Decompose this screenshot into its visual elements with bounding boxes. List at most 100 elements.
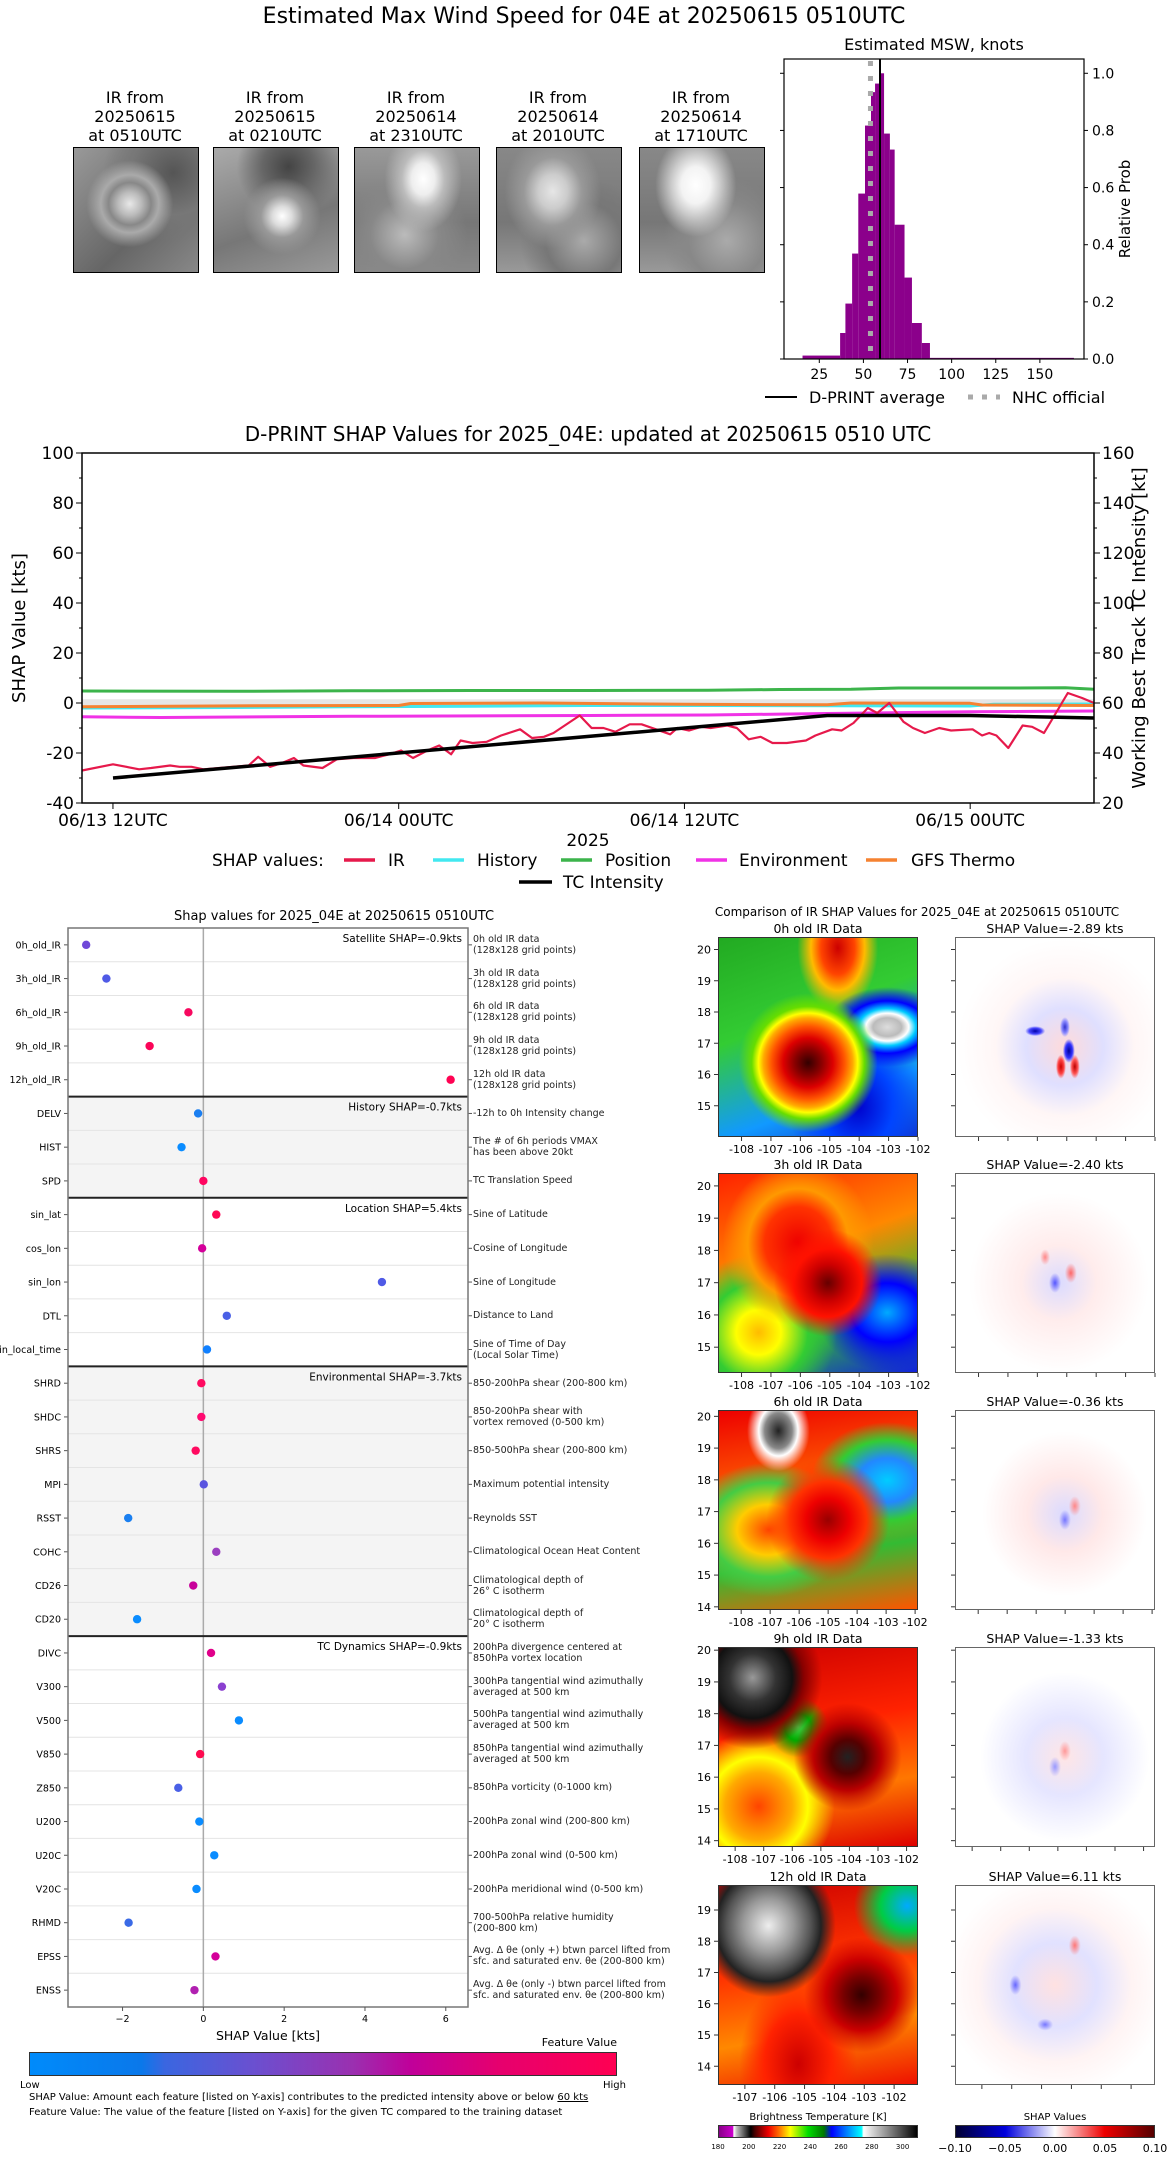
x-tick-label: 06/14 12UTC [630, 811, 740, 831]
lon-tick-label: -106 [787, 1616, 812, 1629]
ir-panel-title: 3h old IR Data [773, 1157, 862, 1172]
thumbnail-label-line: 20250614 [375, 107, 457, 126]
bt-colorbar-tick: 260 [834, 2143, 847, 2151]
bt-colorbar-tick: 200 [742, 2143, 755, 2151]
ir-panel-title: 6h old IR Data [773, 1394, 862, 1409]
lat-tick-label: 19 [697, 1904, 711, 1917]
ir-thumbnail-image [213, 147, 339, 273]
ir-comparison-title: Comparison of IR SHAP Values for 2025_04… [715, 905, 1119, 919]
thumbnail-label: IR from 20250615 at 0510UTC [60, 88, 210, 145]
feature-description: 850-200hPa shear with vortex removed (0-5… [473, 1406, 604, 1428]
lon-tick-label: -103 [876, 1379, 901, 1392]
feature-description-line: Sine of Time of Day [473, 1338, 566, 1350]
histogram-title: Estimated MSW, knots [844, 35, 1024, 54]
colorbar-low-label: Low [20, 2080, 40, 2091]
feature-description-line: Sine of Latitude [473, 1209, 548, 1221]
histogram-bar [840, 333, 846, 359]
footnote-shap-text: SHAP Value: Amount each feature [listed … [29, 2092, 558, 2103]
lon-tick-label: -107 [732, 2091, 757, 2104]
lon-tick-label: -106 [788, 1143, 813, 1156]
group-background [68, 1096, 468, 1198]
lon-tick-label: -108 [729, 1143, 754, 1156]
y2-tick-label: 120 [1102, 544, 1134, 564]
lon-tick-label: -107 [758, 1143, 783, 1156]
lon-tick-label: -105 [792, 2091, 817, 2104]
histogram-bar [845, 303, 853, 359]
feature-description: 6h old IR data (128x128 grid points) [473, 1001, 576, 1023]
lon-tick-label: -106 [762, 2091, 787, 2104]
thumbnail-label-line: 20250615 [234, 107, 316, 126]
feature-description-line: Sine of Longitude [473, 1276, 556, 1288]
lon-tick-label: -103 [876, 1143, 901, 1156]
shap-dot-9h_old_IR [145, 1041, 154, 1051]
shap-values-colorbar [955, 2125, 1155, 2138]
feature-label: CD26 [35, 1581, 61, 1592]
histogram-bar [884, 133, 890, 359]
feature-description-line: TC Translation Speed [473, 1175, 573, 1187]
feature-description-line: Avg. Δ θe (only -) btwn parcel lifted fr… [473, 1979, 666, 1991]
feature-description-line: Climatological depth of [473, 1574, 584, 1586]
feature-description-line: averaged at 500 km [473, 1720, 570, 1732]
x-tick-label: 0 [200, 2014, 206, 2025]
lat-tick-label: 17 [697, 1967, 711, 1980]
thumbnail-label-line: at 0510UTC [88, 126, 182, 145]
thumbnail-label-line: at 2010UTC [511, 126, 605, 145]
lat-tick-label: 20 [697, 1644, 711, 1657]
feature-description: 3h old IR data (128x128 grid points) [473, 968, 576, 990]
feature-label: DELV [37, 1109, 62, 1120]
feature-description: 850hPa tangential wind azimuthally averag… [473, 1743, 643, 1765]
feature-description-line: The # of 6h periods VMAX [473, 1136, 598, 1148]
bt-colorbar-tick: 240 [804, 2143, 817, 2151]
feature-description-line: -12h to 0h Intensity change [473, 1108, 605, 1119]
feature-description-line: (128x128 grid points) [473, 1046, 577, 1057]
histogram-chart [780, 58, 1088, 363]
feature-description-line: (128x128 grid points) [473, 978, 577, 990]
y-tick-label: 0.6 [1092, 181, 1114, 197]
shap-panel-title: SHAP Value=6.11 kts [989, 1869, 1122, 1884]
ir-image [718, 1647, 918, 1847]
footnote-shap: SHAP Value: Amount each feature [listed … [29, 2092, 588, 2103]
lat-tick-label: 19 [697, 975, 711, 988]
y2-tick-label: 80 [1102, 644, 1124, 664]
thumbnail-label-line: at 0210UTC [228, 126, 322, 145]
feature-label: sin_lat [30, 1210, 61, 1221]
feature-description-line: vortex removed (0-500 km) [473, 1416, 605, 1428]
x-tick-label: 75 [899, 367, 917, 383]
y-tick-label: 60 [52, 544, 74, 564]
feature-description-line: (Local Solar Time) [473, 1349, 559, 1361]
shap-map-image [955, 1647, 1155, 1847]
shap-panel-title: SHAP Value=-1.33 kts [986, 1631, 1123, 1646]
feature-description-line: 200hPa zonal wind (0-500 km) [473, 1849, 618, 1861]
brightness-temperature-colorbar [718, 2125, 918, 2138]
lat-tick-label: 16 [697, 1998, 711, 2011]
lon-tick-label: -103 [852, 2091, 877, 2104]
shap-dot-RHMD [124, 1918, 133, 1927]
lat-tick-label: 14 [697, 2060, 711, 2073]
feature-label: SHRD [34, 1379, 61, 1390]
shap-dot-MPI [199, 1480, 208, 1489]
ir-image [718, 1410, 918, 1610]
feature-label: MPI [44, 1480, 61, 1491]
lon-tick-label: -102 [906, 1143, 931, 1156]
shap-chart-title: Shap values for 2025_04E at 20250615 051… [174, 909, 494, 924]
feature-description: 850-200hPa shear (200-800 km) [473, 1378, 627, 1389]
shap-colorbar-tick: −0.05 [988, 2142, 1022, 2155]
x-axis-label: 2025 [566, 831, 609, 851]
thumbnail-label-line: IR from [105, 88, 165, 107]
shap-dot-sin_lat [212, 1210, 221, 1219]
x-tick-label: 06/14 00UTC [344, 811, 454, 831]
y-tick-label: -40 [46, 794, 74, 814]
ir-panel-title: 12h old IR Data [769, 1869, 866, 1884]
thumbnail-label-line: 20250614 [517, 107, 599, 126]
shap-dot-RSST [124, 1513, 133, 1523]
feature-description-line: 0h old IR data [473, 933, 540, 945]
feature-description-line: 20° C isotherm [473, 1619, 545, 1631]
thumbnail-label: IR from 20250614 at 1710UTC [626, 88, 776, 145]
timeseries-title: D-PRINT SHAP Values for 2025_04E: update… [245, 422, 932, 446]
y-axis-label: Relative Prob [1116, 160, 1134, 259]
feature-description: 200hPa meridional wind (0-500 km) [473, 1884, 643, 1895]
feature-description-line: Distance to Land [473, 1310, 554, 1322]
feature-label: HIST [39, 1143, 61, 1154]
feature-label: SHDC [34, 1412, 61, 1423]
feature-label: RHMD [32, 1918, 61, 1929]
